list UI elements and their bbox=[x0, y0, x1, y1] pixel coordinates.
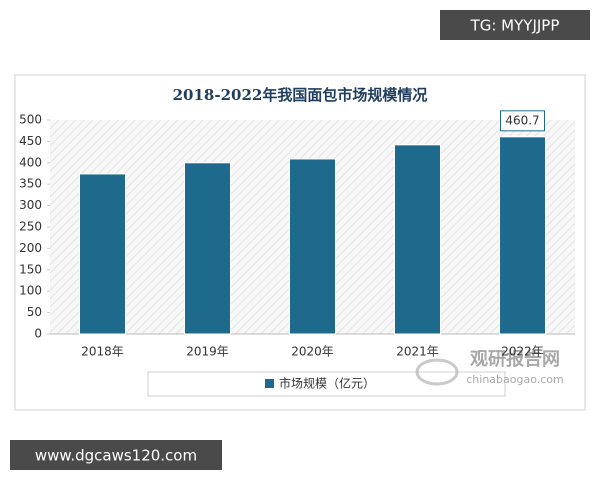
value-label: 460.7 bbox=[505, 113, 539, 127]
bar bbox=[79, 173, 126, 335]
bar bbox=[184, 162, 231, 335]
y-tick-label: 350 bbox=[19, 177, 42, 191]
chart-title: 2018-2022年我国面包市场规模情况 bbox=[173, 86, 428, 104]
y-tick-label: 400 bbox=[19, 155, 42, 169]
x-tick-label: 2022年 bbox=[501, 345, 544, 359]
y-tick-label: 0 bbox=[34, 327, 42, 341]
watermark-box bbox=[440, 10, 590, 40]
watermark-box bbox=[10, 440, 222, 470]
legend-label: 市场规模（亿元） bbox=[279, 376, 375, 391]
bar bbox=[289, 158, 336, 335]
y-tick-label: 300 bbox=[19, 198, 42, 212]
value-label-box bbox=[500, 110, 545, 132]
x-tick-label: 2018年 bbox=[81, 345, 124, 359]
watermark: www.dgcaws120.com bbox=[35, 447, 197, 465]
y-tick-label: 200 bbox=[19, 241, 42, 255]
logo-text: 观研报告网 bbox=[470, 348, 560, 370]
x-tick-label: 2021年 bbox=[396, 345, 439, 359]
logo-url: chinabaogao.com bbox=[466, 373, 564, 386]
y-tick-label: 100 bbox=[19, 284, 42, 298]
x-tick-label: 2019年 bbox=[186, 345, 229, 359]
y-tick-label: 450 bbox=[19, 134, 42, 148]
watermark: TG: MYYJJPP bbox=[470, 17, 560, 35]
y-tick-label: 150 bbox=[19, 262, 42, 276]
y-tick-label: 250 bbox=[19, 220, 42, 234]
bar bbox=[499, 136, 546, 335]
bar bbox=[394, 144, 441, 335]
y-tick-label: 50 bbox=[27, 305, 42, 319]
legend-swatch bbox=[265, 379, 274, 388]
x-tick-label: 2020年 bbox=[291, 345, 334, 359]
y-tick-label: 500 bbox=[19, 113, 42, 127]
logo-icon bbox=[415, 358, 459, 386]
